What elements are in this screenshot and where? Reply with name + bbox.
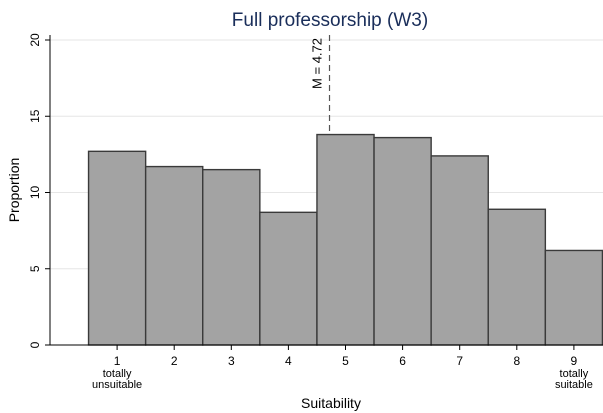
bar xyxy=(430,155,489,346)
x-tick-label: 5 xyxy=(342,354,349,368)
x-tick-label: 2 xyxy=(171,354,178,368)
y-tick-label: 5 xyxy=(28,265,42,272)
bar xyxy=(544,249,603,346)
y-tick-label: 20 xyxy=(28,33,42,47)
mean-label: M = 4.72 xyxy=(310,38,325,89)
y-axis-label: Proportion xyxy=(6,158,22,223)
x-tick-sublabel: totally xyxy=(103,368,132,380)
mean-marker: M = 4.72 xyxy=(310,35,331,133)
x-axis-label: Suitability xyxy=(301,395,361,411)
x-tick-sublabel: totally xyxy=(560,368,589,380)
x-tick-sublabel: unsuitable xyxy=(92,379,142,391)
x-tick-label: 8 xyxy=(513,354,520,368)
bar xyxy=(316,133,375,346)
chart-title: Full professorship (W3) xyxy=(232,10,428,31)
y-tick-label: 15 xyxy=(28,109,42,123)
bar xyxy=(487,208,547,346)
y-tick-label: 0 xyxy=(28,341,42,348)
x-tick-label: 6 xyxy=(399,354,406,368)
bar xyxy=(373,136,432,346)
y-tick-label: 10 xyxy=(28,186,42,200)
bars xyxy=(87,133,603,346)
x-tick-sublabel: suitable xyxy=(555,379,593,391)
x-tick-label: 1 xyxy=(114,354,121,368)
bar xyxy=(144,165,204,346)
x-tick-label: 9 xyxy=(571,354,578,368)
x-tick-label: 3 xyxy=(228,354,235,368)
bar xyxy=(259,211,318,346)
x-tick-label: 4 xyxy=(285,354,292,368)
bar xyxy=(202,168,261,346)
x-tick-label: 7 xyxy=(456,354,463,368)
bar xyxy=(87,150,147,346)
